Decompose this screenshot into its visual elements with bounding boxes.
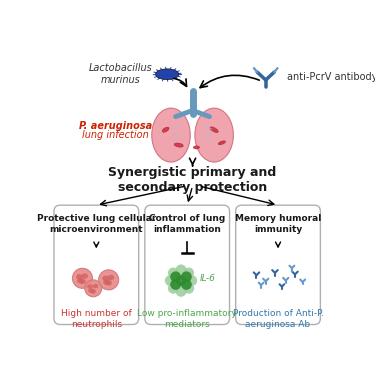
Ellipse shape: [79, 279, 86, 284]
Text: Lactobacillus
murinus: Lactobacillus murinus: [89, 63, 153, 85]
Circle shape: [170, 279, 181, 290]
Text: High number of
neutrophils: High number of neutrophils: [61, 309, 132, 328]
Ellipse shape: [152, 108, 190, 162]
Circle shape: [85, 280, 102, 297]
Circle shape: [176, 286, 186, 297]
Ellipse shape: [90, 289, 96, 294]
Circle shape: [168, 283, 179, 294]
Circle shape: [99, 270, 118, 290]
Ellipse shape: [103, 279, 110, 285]
Text: Control of lung
inflammation: Control of lung inflammation: [149, 214, 225, 234]
Text: P. aeruginosa: P. aeruginosa: [79, 121, 152, 131]
FancyBboxPatch shape: [236, 205, 320, 324]
Ellipse shape: [218, 141, 225, 145]
Circle shape: [165, 275, 176, 286]
Circle shape: [181, 272, 192, 282]
FancyBboxPatch shape: [145, 205, 230, 324]
Circle shape: [183, 283, 194, 294]
Circle shape: [186, 275, 197, 286]
Text: Low pro-inflammatory
mediators: Low pro-inflammatory mediators: [137, 309, 237, 328]
Ellipse shape: [76, 274, 82, 279]
Circle shape: [176, 264, 186, 275]
Ellipse shape: [77, 278, 83, 284]
Circle shape: [168, 267, 179, 278]
Text: anti-PcrV antibody: anti-PcrV antibody: [286, 72, 375, 82]
Circle shape: [183, 267, 194, 278]
Ellipse shape: [174, 143, 183, 147]
Ellipse shape: [194, 146, 200, 149]
Ellipse shape: [162, 127, 169, 132]
Ellipse shape: [195, 108, 233, 162]
Text: Production of Anti-P.
aeruginosa Ab: Production of Anti-P. aeruginosa Ab: [232, 309, 324, 328]
Text: lung infection: lung infection: [82, 130, 149, 140]
Text: Protective lung cellular
microenvironment: Protective lung cellular microenvironmen…: [37, 214, 156, 234]
Ellipse shape: [88, 288, 94, 293]
Ellipse shape: [156, 69, 179, 80]
Ellipse shape: [81, 273, 88, 279]
Circle shape: [72, 268, 93, 288]
Text: Memory humoral
immunity: Memory humoral immunity: [235, 214, 321, 234]
Circle shape: [181, 279, 192, 290]
Ellipse shape: [210, 127, 218, 132]
Ellipse shape: [105, 280, 112, 286]
Circle shape: [170, 272, 181, 282]
Ellipse shape: [108, 275, 114, 280]
FancyBboxPatch shape: [54, 205, 139, 324]
Circle shape: [176, 275, 186, 286]
Ellipse shape: [102, 276, 109, 281]
Ellipse shape: [87, 285, 93, 289]
Text: IL-6: IL-6: [200, 274, 215, 283]
Ellipse shape: [93, 284, 98, 288]
Text: Synergistic primary and
secondary protection: Synergistic primary and secondary protec…: [108, 166, 277, 194]
